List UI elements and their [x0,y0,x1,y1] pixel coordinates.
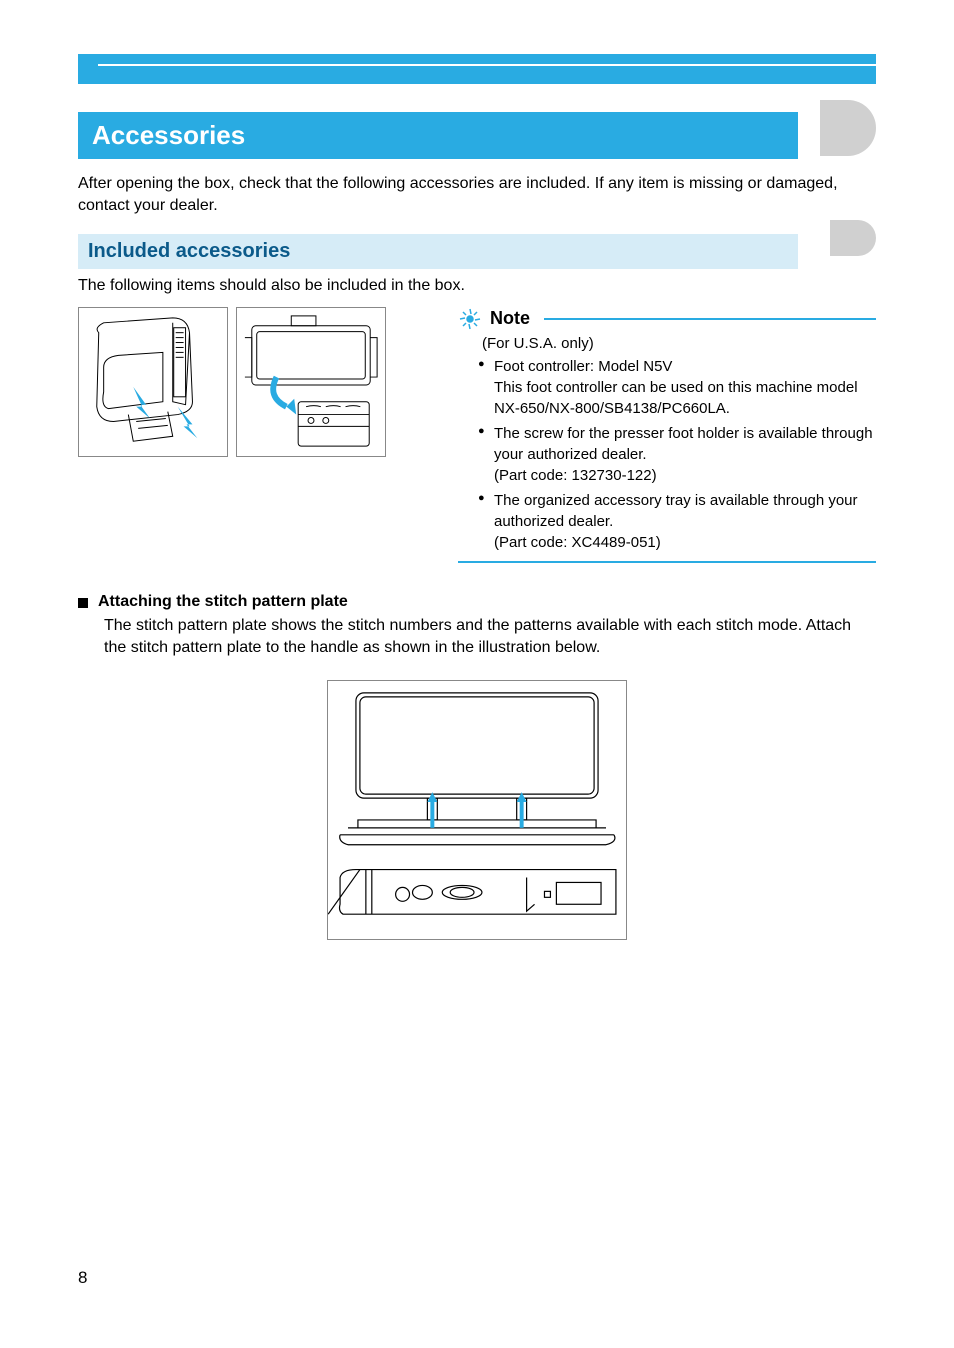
header-inner-line [98,64,876,66]
illustration-sewing-machine [78,307,228,457]
attach-title: Attaching the stitch pattern plate [98,593,348,611]
note-item-line1: Foot controller: Model N5V [494,358,672,375]
note-item: The organized accessory tray is availabl… [478,490,876,553]
square-bullet-icon [78,598,88,608]
note-bottom-rule [458,561,876,563]
page-number: 8 [78,1268,87,1288]
subsection-intro-text: The following items should also be inclu… [78,277,876,295]
note-label: Note [490,308,530,329]
note-item-line2: (Part code: XC4489-051) [494,534,661,551]
two-column-layout: Note (For U.S.A. only) Foot controller: … [78,307,876,563]
note-top-rule [544,318,876,320]
subsection-title-bar: Included accessories [78,234,798,269]
note-item-line2: (Part code: 132730-122) [494,467,657,484]
attach-heading-row: Attaching the stitch pattern plate [78,593,876,611]
note-usa-text: (For U.S.A. only) [482,333,876,354]
illustration-stitch-plate [327,680,627,940]
note-header: Note [458,307,876,331]
note-body: (For U.S.A. only) Foot controller: Model… [458,333,876,553]
note-column: Note (For U.S.A. only) Foot controller: … [458,307,876,563]
note-icon [458,307,482,331]
page-header-bar [78,54,876,84]
attach-body-text: The stitch pattern plate shows the stitc… [104,615,876,660]
note-item-line2: This foot controller can be used on this… [494,379,858,417]
subsection-title: Included accessories [88,240,290,262]
note-item: Foot controller: Model N5V This foot con… [478,356,876,419]
note-item-line1: The organized accessory tray is availabl… [494,492,858,530]
accessory-tray-svg [237,308,385,456]
page-content: Accessories After opening the box, check… [78,112,876,940]
illustration-group-left [78,307,438,563]
attach-section: Attaching the stitch pattern plate The s… [78,593,876,940]
section-title: Accessories [78,112,798,159]
note-item: The screw for the presser foot holder is… [478,423,876,486]
illustration-accessory-tray [236,307,386,457]
note-item-line1: The screw for the presser foot holder is… [494,425,873,463]
sewing-machine-svg [79,308,227,456]
note-list: Foot controller: Model N5V This foot con… [478,356,876,553]
section-intro-text: After opening the box, check that the fo… [78,173,876,218]
stitch-plate-svg [328,681,626,939]
